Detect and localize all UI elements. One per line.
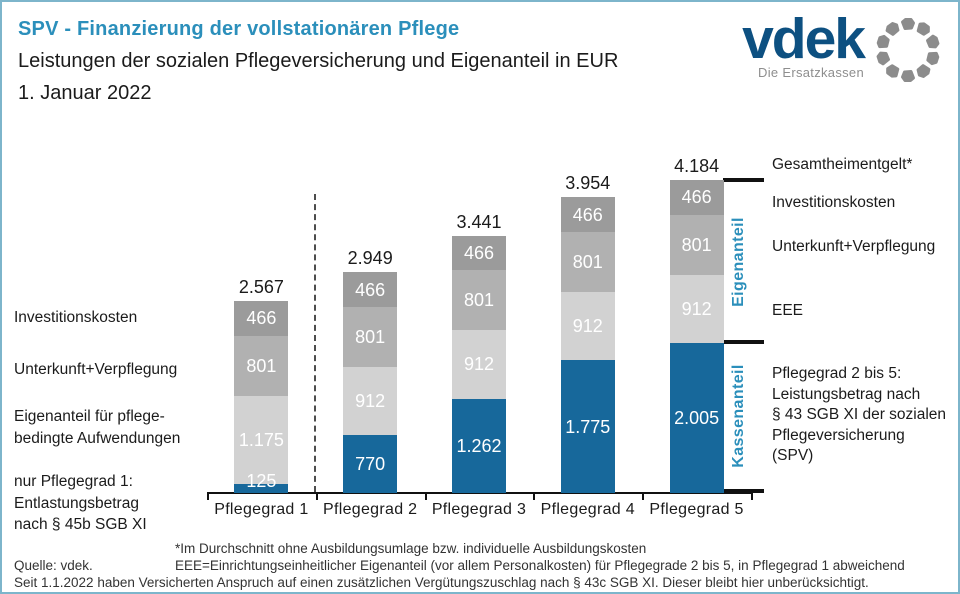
vdek-ring-pebble: [886, 64, 900, 78]
vdek-logo-text: vdek Die Ersatzkassen: [742, 7, 866, 81]
x-axis-label: Pflegegrad 5: [649, 501, 744, 518]
x-axis-tick: [751, 492, 753, 500]
bar-segment: [560, 232, 615, 292]
bar-segment: [669, 180, 724, 215]
bar-value-label: 912: [572, 316, 603, 337]
bar-segment: [234, 335, 289, 396]
bar-value-label: 1.262: [456, 435, 502, 456]
label-eigenanteil-left: Eigenanteil für pflege- bedingte Aufwend…: [14, 408, 181, 447]
x-axis-label: Pflegegrad 3: [431, 501, 527, 518]
vdek-ring-pebble: [926, 34, 940, 49]
bar-segment: [343, 435, 398, 493]
bar-segment: [669, 214, 724, 275]
vdek-tagline: Die Ersatzkassen: [758, 65, 864, 80]
vdek-ring-pebble: [926, 51, 940, 66]
source-label: Quelle: vdek.: [14, 558, 93, 573]
bar-value-label: 770: [355, 454, 386, 475]
x-axis-label: Pflegegrad 4: [540, 501, 635, 518]
footnote-ausbildung: *Im Durchschnitt ohne Ausbildungsumlage …: [175, 541, 647, 556]
label-eee: EEE: [772, 302, 804, 319]
vdek-ring-pebble: [901, 70, 915, 82]
x-axis-tick: [207, 492, 209, 500]
bar-value-label: 2.005: [674, 408, 720, 428]
label-unterkunft-right: Unterkunft+Verpflegung: [772, 238, 936, 255]
bracket-line-middle: [723, 340, 764, 344]
bar-value-label: 801: [463, 290, 495, 311]
bracket-line-top: [723, 178, 764, 182]
x-axis-label: Pflegegrad 2: [323, 501, 418, 518]
bar-value-label: 912: [463, 354, 495, 375]
vdek-ring-pebble: [876, 51, 890, 66]
bar-segment: [343, 367, 398, 436]
x-axis-tick: [642, 492, 645, 500]
bar-value-label: 912: [355, 391, 386, 412]
bar-segment: [452, 330, 506, 399]
vdek-ring-pebble: [916, 22, 930, 36]
pflegegrad1-separator-dashed-line: [314, 194, 316, 492]
vdek-ring-pebble: [916, 64, 931, 78]
bar-value-label: 912: [681, 298, 712, 319]
bar-segment: [234, 300, 289, 336]
bar-value-label: 466: [355, 279, 386, 300]
bar-segment: [234, 483, 289, 493]
bar-segment: [560, 197, 615, 233]
x-axis-line: [207, 492, 752, 494]
footnote-verguetungszuschlag: Seit 1.1.2022 haben Versicherten Anspruc…: [14, 575, 869, 590]
bar-value-label: 125: [246, 471, 277, 491]
bar-segment: [669, 343, 724, 493]
footnote-eee: EEE=Einrichtungseinheitlicher Eigenantei…: [175, 558, 905, 573]
bar-segment: [560, 292, 615, 361]
page-date: 1. Januar 2022: [18, 82, 152, 104]
bar-segment: [560, 360, 615, 493]
bar-value-label: 466: [463, 243, 495, 264]
bar-value-label: 466: [572, 204, 603, 225]
bar-total-label: 3.441: [456, 211, 502, 232]
label-pflegegrad1-left: nur Pflegegrad 1: Entlastungsbetrag nach…: [14, 473, 147, 533]
x-axis-label: Pflegegrad 1: [214, 501, 309, 518]
page-title: SPV - Finanzierung der vollstationären P…: [18, 18, 460, 40]
bar-segment: [452, 235, 506, 271]
vdek-ring-pebble: [885, 22, 900, 36]
bracket-line-bottom: [723, 489, 764, 493]
bar-total-label: 3.954: [565, 173, 611, 194]
vdek-ring-icon: [876, 18, 940, 82]
bar-value-label: 801: [572, 252, 603, 273]
bar-total-label: 4.184: [674, 156, 720, 177]
bar-value-label: 801: [681, 234, 712, 255]
bar-value-label: 1.775: [565, 416, 611, 437]
x-axis-tick: [424, 492, 427, 500]
bar-value-label: 466: [246, 308, 277, 329]
bar-total-label: 2.949: [347, 248, 393, 269]
bar-segment: [234, 395, 289, 484]
bar-total-label: 2.567: [238, 276, 284, 297]
x-axis-tick: [533, 492, 536, 500]
bar-segment: [669, 274, 724, 343]
bar-segment: [452, 270, 506, 331]
bar-value-label: 466: [681, 187, 712, 208]
label-investitionskosten-left: Investitionskosten: [14, 309, 138, 326]
label-unterkunft-left: Unterkunft+Verpflegung: [14, 361, 178, 378]
label-pflegegrad2bis5: Pflegegrad 2 bis 5: Leistungsbetrag nach…: [772, 365, 947, 464]
bar-segment: [343, 307, 398, 368]
vdek-ring-pebble: [901, 18, 915, 30]
label-investitionskosten-right: Investitionskosten: [772, 194, 896, 211]
bar-value-label: 1.175: [238, 429, 284, 450]
bar-segment: [343, 272, 398, 308]
x-axis-tick: [315, 492, 318, 500]
bar-value-label: 801: [355, 327, 386, 348]
bar-segment: [452, 398, 506, 493]
vdek-ring-pebble: [876, 34, 890, 49]
bar-value-label: 801: [246, 355, 277, 376]
vdek-logo: vdek Die Ersatzkassen: [742, 7, 942, 84]
page-subtitle: Leistungen der sozialen Pflegeversicheru…: [18, 50, 619, 72]
vdek-wordmark: vdek: [742, 7, 866, 71]
label-gesamtheimentgelt: Gesamtheimentgelt*: [772, 156, 913, 173]
